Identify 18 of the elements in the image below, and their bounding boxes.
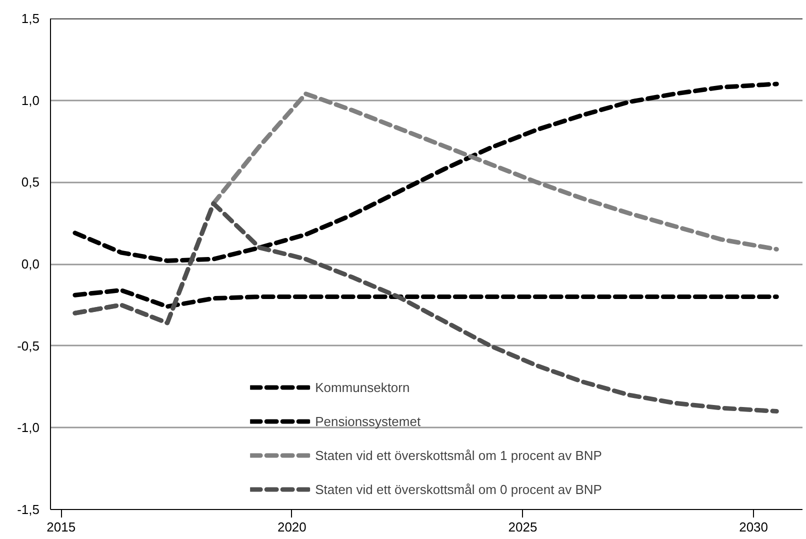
line-series	[72, 201, 779, 414]
y-tick-label: 0,0	[21, 256, 40, 272]
line-series	[72, 288, 779, 309]
legend-label: Staten vid ett överskottsmål om 1 procent av BNP	[315, 448, 602, 462]
y-tick-label: -0,5	[17, 338, 40, 354]
y-tick-label: -1,0	[17, 420, 40, 436]
x-tick-label: 2030	[739, 520, 768, 534]
y-tick-label: 1,0	[21, 92, 40, 108]
line-series	[72, 82, 779, 263]
x-tick-label: 2025	[508, 520, 538, 534]
legend-label: Kommunsektorn	[315, 380, 410, 394]
y-tick-label: 1,5	[21, 11, 40, 26]
legend-label: Pensionssystemet	[315, 414, 421, 428]
x-tick-label: 2015	[46, 520, 76, 534]
y-tick-label: 0,5	[21, 174, 40, 190]
x-tick-label: 2020	[277, 520, 306, 534]
legend-label: Staten vid ett överskottsmål om 0 procent av BNP	[315, 482, 602, 496]
y-tick-label: -1,5	[17, 502, 40, 517]
